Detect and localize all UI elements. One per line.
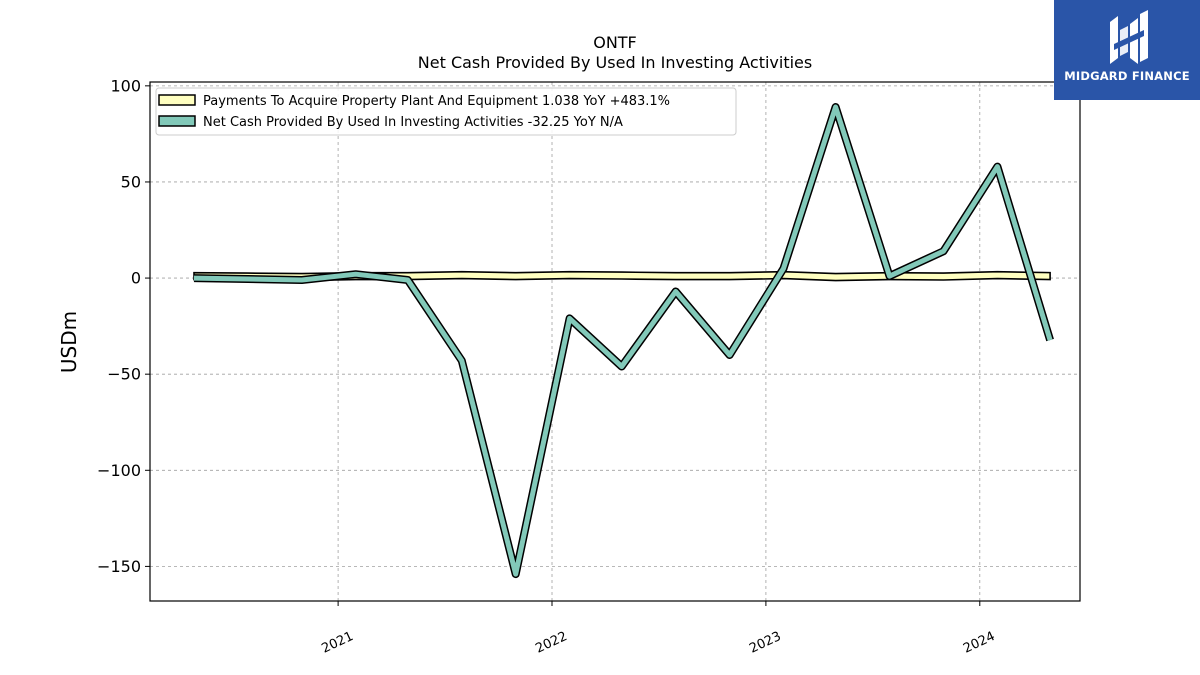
plot-frame [149,81,1081,602]
x-tick-label: 2023 [747,629,783,657]
y-ticks: 100 50 0 −50 −100 −150 [97,76,150,576]
x-tick-label: 2024 [961,629,997,657]
y-axis-label: USDm [57,311,81,373]
y-tick-label: 50 [121,172,141,191]
x-ticks: 2021 2022 2023 2024 [319,601,997,657]
y-tick-label: −50 [107,365,141,384]
legend-label-net-cash-investing: Net Cash Provided By Used In Investing A… [203,115,623,130]
y-tick-label: −150 [97,557,141,576]
y-gridlines [150,85,1080,567]
x-gridlines [337,82,981,601]
series-net-cash-investing-line [193,104,1053,577]
series-layer [193,103,1054,579]
legend-swatch-capex [158,94,196,106]
logo-brand-text: MIDGARD FINANCE [1064,69,1190,83]
chart-title: ONTF [593,33,637,52]
legend: Payments To Acquire Property Plant And E… [155,87,737,136]
y-tick-label: 100 [110,76,141,95]
legend-box [155,87,737,136]
series-net-cash-investing-outline [193,103,1054,579]
x-tick-label: 2021 [319,629,355,657]
y-tick-label: −100 [97,461,141,480]
y-tick-label: 0 [131,269,141,288]
legend-label-capex: Payments To Acquire Property Plant And E… [203,94,670,109]
midgard-finance-logo: MIDGARD FINANCE [1054,0,1200,100]
x-tick-label: 2022 [533,629,569,657]
chart-subtitle: Net Cash Provided By Used In Investing A… [418,53,812,72]
legend-swatch-net-cash-investing [158,115,196,127]
logo-mark-icon [1110,10,1148,64]
